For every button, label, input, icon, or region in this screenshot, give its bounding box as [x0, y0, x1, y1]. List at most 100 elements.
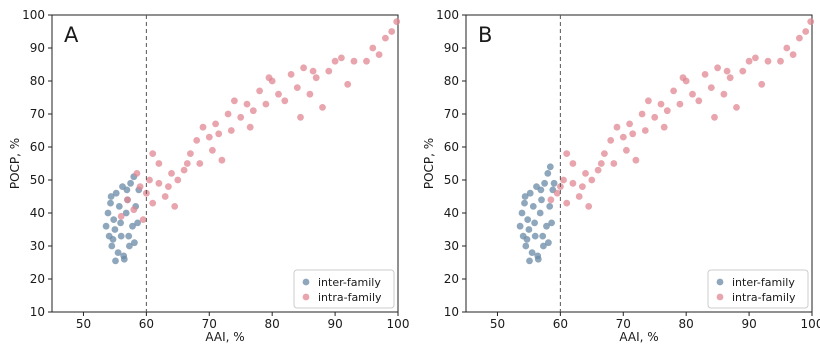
data-point	[545, 239, 552, 247]
data-point	[541, 179, 548, 187]
x-tick-label: 90	[741, 317, 756, 331]
data-point	[726, 74, 734, 82]
data-point	[528, 249, 536, 256]
data-point	[187, 150, 194, 158]
data-point	[597, 160, 605, 167]
data-point	[108, 242, 116, 250]
data-point	[701, 71, 709, 78]
data-point	[114, 249, 122, 256]
data-point	[262, 100, 270, 108]
data-point	[531, 232, 539, 240]
data-point	[523, 236, 531, 243]
data-point	[745, 57, 753, 65]
y-tick-label: 60	[30, 140, 45, 154]
data-point	[306, 90, 314, 98]
data-point	[560, 176, 567, 184]
data-point	[168, 170, 175, 177]
data-point	[331, 57, 339, 65]
data-point	[155, 179, 163, 187]
x-tick-label: 80	[679, 317, 694, 331]
data-point	[626, 120, 633, 128]
data-point	[651, 113, 659, 121]
legend-box	[293, 269, 395, 309]
data-point	[789, 51, 797, 58]
data-point	[237, 113, 245, 121]
data-point	[733, 104, 740, 111]
x-axis-label: AAI, %	[619, 330, 658, 344]
data-point	[109, 236, 117, 243]
data-point	[796, 34, 803, 42]
data-point	[657, 100, 665, 108]
data-point	[209, 146, 216, 154]
data-point	[180, 166, 188, 174]
y-tick-label: 100	[436, 8, 459, 22]
y-tick-label: 90	[444, 41, 459, 55]
data-point	[569, 179, 577, 187]
data-point	[610, 160, 618, 167]
data-point	[536, 209, 544, 217]
data-point	[256, 87, 263, 95]
data-point	[300, 64, 307, 72]
data-point	[548, 219, 555, 227]
data-point	[645, 97, 652, 105]
data-point	[275, 90, 282, 98]
legend-marker	[302, 278, 310, 286]
data-point	[161, 193, 169, 200]
y-tick-label: 30	[444, 239, 459, 253]
data-point	[350, 57, 358, 65]
data-point	[538, 196, 545, 204]
data-point	[575, 193, 583, 200]
x-tick-label: 100	[387, 317, 410, 331]
data-point	[382, 34, 389, 42]
data-point	[218, 156, 226, 164]
data-point	[196, 160, 204, 167]
data-point	[585, 203, 593, 210]
y-tick-label: 70	[30, 107, 45, 121]
data-point	[369, 44, 377, 52]
data-point	[363, 57, 370, 65]
data-point	[112, 189, 120, 197]
data-point	[641, 127, 649, 134]
data-point	[663, 107, 671, 115]
y-tick-label: 40	[30, 206, 45, 220]
data-point	[227, 127, 235, 134]
y-tick-label: 80	[30, 74, 45, 88]
data-point	[249, 107, 257, 115]
data-point	[660, 123, 668, 131]
data-point	[720, 90, 728, 98]
data-point	[110, 216, 118, 224]
data-point	[711, 113, 718, 121]
data-point	[531, 219, 538, 227]
data-point	[563, 199, 571, 207]
data-point	[171, 203, 179, 210]
y-axis-label: POCP, %	[422, 138, 436, 189]
data-point	[125, 232, 133, 240]
data-point	[293, 84, 301, 91]
y-tick-label: 100	[22, 8, 45, 22]
data-point	[522, 242, 530, 250]
data-point	[521, 199, 528, 207]
data-point	[319, 104, 326, 111]
legend-label: inter-family	[732, 276, 795, 289]
data-point	[526, 189, 534, 197]
data-point	[553, 189, 561, 197]
data-point	[629, 130, 637, 138]
data-point	[537, 186, 545, 194]
data-point	[375, 51, 383, 58]
legend-label: intra-family	[318, 291, 382, 304]
data-point	[764, 57, 772, 65]
data-point	[174, 176, 182, 184]
data-point	[714, 64, 721, 72]
data-point	[613, 123, 621, 131]
data-point	[338, 54, 345, 62]
data-point	[550, 179, 558, 187]
y-tick-label: 50	[30, 173, 45, 187]
data-point	[183, 160, 191, 167]
data-point	[546, 163, 554, 171]
y-tick-label: 10	[30, 305, 45, 319]
data-point	[224, 110, 232, 118]
data-point	[129, 222, 136, 230]
data-point	[117, 232, 125, 240]
x-tick-label: 90	[327, 317, 342, 331]
